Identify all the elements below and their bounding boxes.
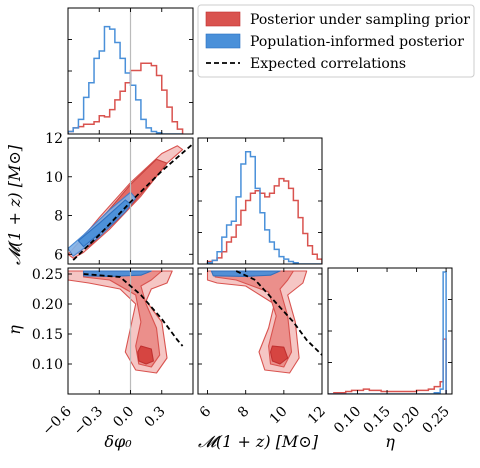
legend-swatch-red [205,11,241,27]
contour-red-core [137,345,154,365]
y-tick-label-eta: 0.15 [32,327,63,343]
y-tick-label-mchirp: 8 [54,209,63,225]
hist-step-red [206,177,322,264]
legend: Posterior under sampling prior Populatio… [197,4,475,78]
x-tick-label-eta: 0.25 [420,404,453,437]
contour-panel-eta_vs_dphi0 [68,268,184,394]
axes-frame [197,267,323,395]
x-tick-label-mchirp: 8 [235,404,253,422]
legend-label-blue: Population-informed posterior [250,34,464,50]
y-tick-label-mchirp: 6 [54,247,63,263]
hist-step-blue [206,151,322,264]
y-tick-label-mchirp: 10 [45,170,63,186]
contour-red-core [269,345,289,365]
y-tick-label-eta: 0.10 [32,357,63,373]
contour-panel-mchirp_vs_dphi0 [68,138,193,264]
legend-frame [197,4,475,78]
x-tick-label-mchirp: 12 [305,404,329,428]
ylabel-eta: η [5,325,24,335]
hist-step-blue [68,25,183,134]
x-tick-label-dphi0: 0.0 [110,404,137,431]
hist-panel-mchirp [206,151,322,264]
ylabel-mchirp: 𝓜(1 + z) [M⊙] [5,144,24,265]
x-tick-label-dphi0: 0.3 [142,404,169,431]
x-tick-label-dphi0: −0.3 [71,404,106,439]
x-tick-label-dphi0: −0.6 [39,403,74,438]
legend-swatch-blue [205,33,241,49]
expected-correlation-curve [72,143,193,261]
expected-correlation-curve [83,273,184,347]
xlabel-dphi0: δφ₀ [104,432,132,451]
axes-frame [327,267,453,395]
x-tick-label-eta: 0.20 [390,404,423,437]
contour-blue-band [210,270,281,277]
y-tick-label-mchirp: 12 [45,131,63,147]
contour-blue-inner [77,199,132,248]
expected-correlation-curve [235,270,322,356]
xlabel-mchirp: 𝓜(1 + z) [M⊙] [198,432,319,451]
y-tick-label-eta: 0.25 [32,267,63,283]
x-tick-label-mchirp: 10 [267,404,291,428]
contour-red-mid [83,270,163,368]
hist-panel-eta [328,271,447,394]
contour-red-mid [212,270,294,368]
hist-step-red [68,62,184,134]
x-tick-label-eta: 0.10 [331,404,364,437]
y-tick-label-eta: 0.20 [32,297,63,313]
contour-panel-eta_vs_mchirp [206,270,322,374]
legend-label-expected: Expected correlations [250,56,406,72]
x-tick-label-mchirp: 6 [197,403,215,421]
hist-step-blue [328,271,447,394]
hist-step-red [328,338,447,394]
legend-label-red: Posterior under sampling prior [250,12,470,28]
xlabel-eta: η [385,432,395,451]
hist-panel-dphi0 [68,8,184,134]
